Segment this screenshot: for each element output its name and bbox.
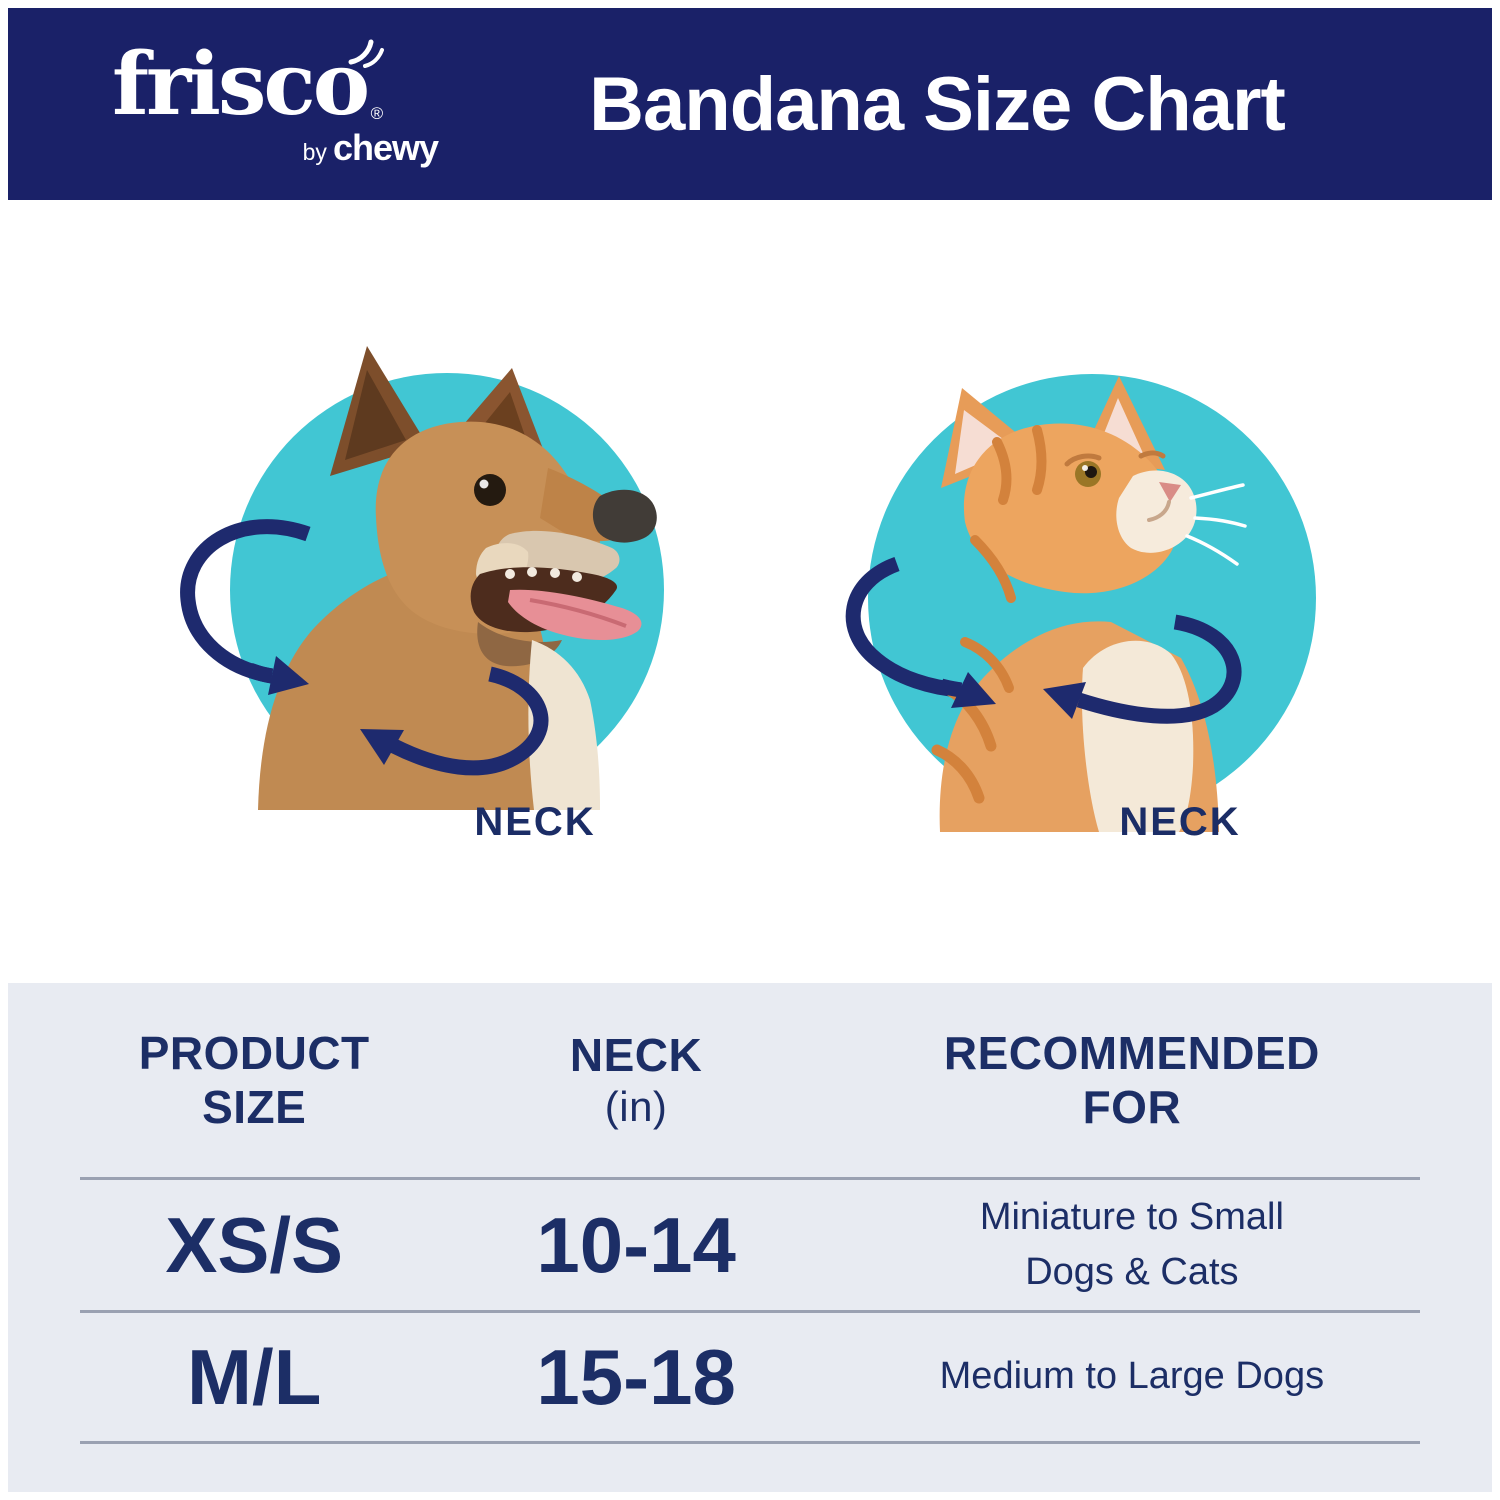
divider: [80, 1177, 1420, 1180]
frisco-wordmark: frisco ®: [112, 39, 385, 128]
column-header-recommended-for: RECOMMENDED FOR: [943, 1026, 1320, 1133]
table-row: M/L 15-18 Medium to Large Dogs: [8, 1313, 1492, 1441]
neck-measure-arrows: [247, 656, 549, 776]
byline-by-text: by: [302, 139, 327, 165]
neck-measure-arrows: [938, 614, 1242, 724]
dog-head: [258, 346, 657, 810]
swoosh-icon: [348, 39, 385, 68]
dog-photo-illustration: [180, 346, 664, 810]
header: frisco ® by chewy Bandana Size Chart: [8, 8, 1492, 200]
recommended-for-value: Medium to Large Dogs: [939, 1355, 1325, 1398]
by-chewy-byline: by chewy: [112, 130, 442, 166]
dog-neck-label: NECK: [474, 800, 596, 844]
page-title: Bandana Size Chart: [589, 61, 1286, 147]
table-row: XS/S 10-14 Miniature to Small Dogs & Cat…: [8, 1180, 1492, 1310]
divider: [80, 1441, 1420, 1444]
size-table: PRODUCT SIZE NECK (in) RECOMMENDED FOR X…: [8, 983, 1492, 1492]
recommended-for-value: Miniature to Small Dogs & Cats: [979, 1195, 1284, 1293]
chewy-brand-text: chewy: [332, 127, 439, 168]
title-wrap: Bandana Size Chart: [442, 61, 1432, 148]
frisco-logo: frisco ® by chewy: [112, 39, 442, 166]
cat-head: [931, 376, 1247, 832]
column-header-product-size: PRODUCT SIZE: [138, 1026, 370, 1133]
cat-photo-illustration: [845, 374, 1316, 832]
cat-neck-label: NECK: [1119, 800, 1241, 844]
cat-neck-diagram: [845, 372, 1345, 832]
product-size-value: M/L: [187, 1332, 322, 1421]
product-size-value: XS/S: [165, 1200, 344, 1289]
divider: [80, 1310, 1420, 1313]
neck-range-value: 10-14: [536, 1200, 736, 1289]
registered-trademark-symbol: ®: [370, 104, 384, 123]
dog-neck-diagram: [180, 338, 725, 810]
frisco-brand-text: frisco: [112, 34, 370, 135]
column-header-neck-in: NECK (in): [569, 1029, 703, 1131]
neck-range-value: 15-18: [536, 1332, 736, 1421]
table-header-row: PRODUCT SIZE NECK (in) RECOMMENDED FOR: [8, 983, 1492, 1177]
